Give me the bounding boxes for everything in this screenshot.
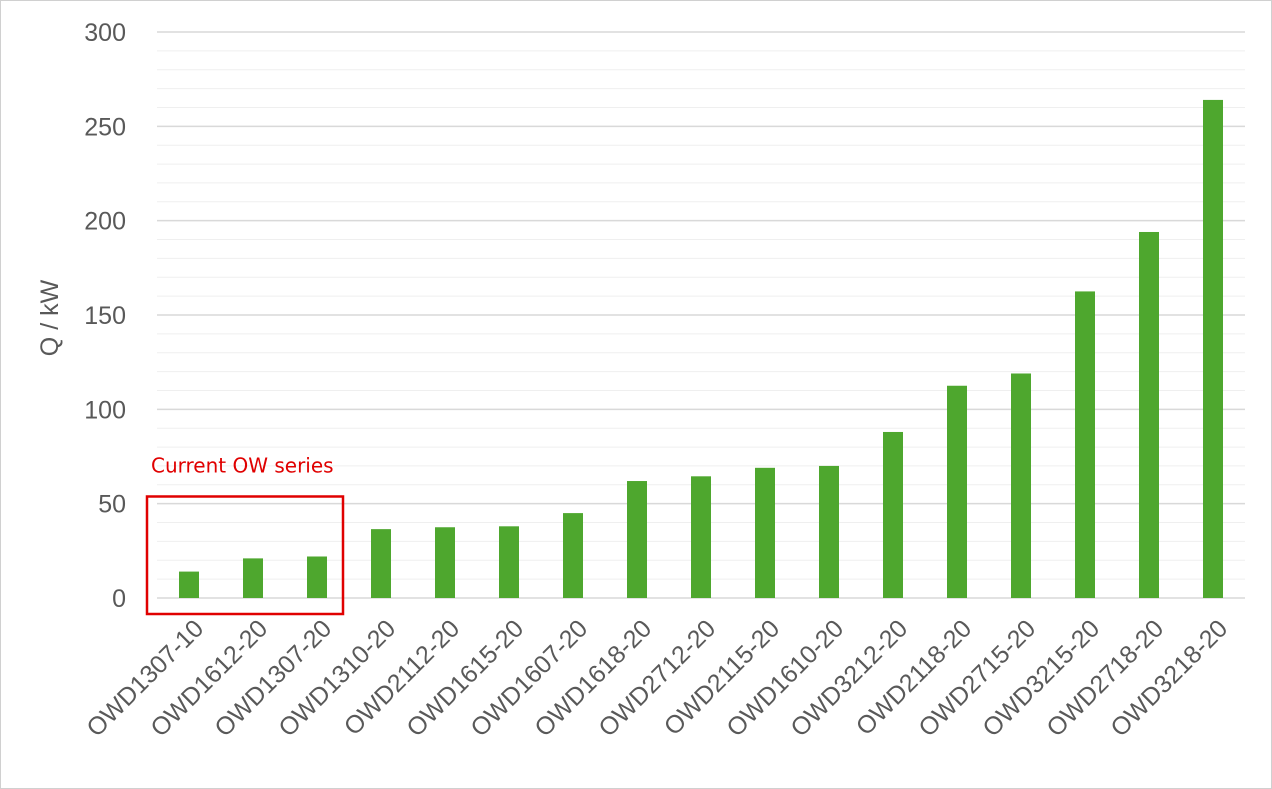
y-tick-label: 200 bbox=[84, 208, 126, 236]
bar bbox=[819, 465, 839, 598]
y-tick-label: 150 bbox=[84, 302, 126, 330]
bar bbox=[627, 481, 647, 598]
bar bbox=[691, 476, 711, 598]
bar bbox=[307, 556, 327, 598]
bar bbox=[947, 385, 967, 598]
bar bbox=[1011, 373, 1031, 598]
annotation-label: Current OW series bbox=[151, 453, 334, 477]
bar bbox=[563, 513, 583, 598]
bar-series bbox=[179, 99, 1223, 599]
bar bbox=[243, 558, 263, 598]
bar bbox=[1139, 231, 1159, 598]
bar bbox=[883, 431, 903, 598]
bar bbox=[435, 527, 455, 598]
y-axis-tick-labels: 0 50 100 150 200 250 300 bbox=[84, 19, 126, 613]
y-axis-title: Q / kW bbox=[36, 279, 64, 356]
y-tick-label: 300 bbox=[84, 19, 126, 47]
annotation-box bbox=[145, 495, 345, 616]
y-tick-label: 0 bbox=[112, 585, 126, 613]
bar bbox=[371, 529, 391, 598]
bar bbox=[1203, 99, 1223, 599]
y-tick-label: 250 bbox=[84, 113, 126, 141]
bar bbox=[755, 467, 775, 598]
bar bbox=[499, 526, 519, 598]
bar bbox=[179, 571, 199, 598]
bar bbox=[1075, 291, 1095, 598]
y-tick-label: 50 bbox=[98, 491, 126, 519]
y-tick-label: 100 bbox=[84, 396, 126, 424]
annotation: Current OW series bbox=[145, 453, 345, 616]
